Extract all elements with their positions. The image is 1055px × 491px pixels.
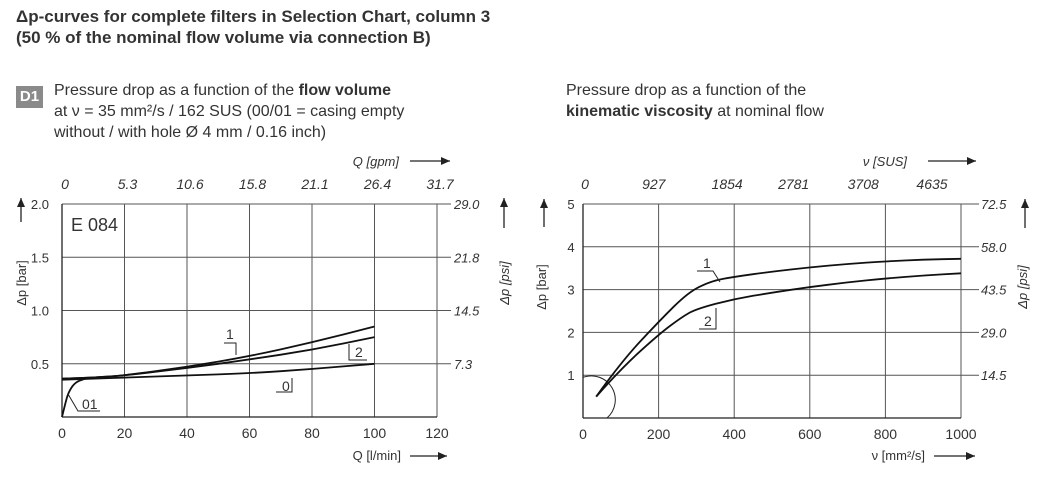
curve-label-leader-2 xyxy=(348,344,367,361)
y2-tick-label: 29.0 xyxy=(980,325,1007,340)
curve-label-leader-1 xyxy=(224,342,237,355)
caption-left-line3: without / with hole Ø 4 mm / 0.16 inch) xyxy=(54,124,327,141)
model-label: E 084 xyxy=(71,215,118,235)
caption-right-line2-bold: kinematic viscosity xyxy=(566,103,713,120)
y2-axis-arrow-head xyxy=(500,198,508,207)
caption-right: Pressure drop as a function of the kinem… xyxy=(566,80,824,122)
x-tick-label: 1000 xyxy=(945,426,976,442)
x2-tick-label: 1854 xyxy=(712,176,743,192)
y-tick-label: 5 xyxy=(567,197,574,212)
y2-tick-label: 14.5 xyxy=(981,368,1007,383)
y-axis-arrow-head xyxy=(17,198,25,207)
x2-tick-label: 0 xyxy=(581,176,589,192)
x2-tick-label: 3708 xyxy=(848,176,879,192)
y-tick-label: 2 xyxy=(567,325,574,340)
x2-tick-label: 927 xyxy=(642,176,667,192)
y-tick-label: 2.0 xyxy=(31,197,49,212)
curve-label-leader-0 xyxy=(276,378,293,393)
x2-tick-label: 10.6 xyxy=(176,176,203,192)
curve-2 xyxy=(61,336,375,380)
x-tick-label: 20 xyxy=(117,425,133,441)
curve-0 xyxy=(61,362,375,381)
x2-axis-arrow-head xyxy=(441,157,450,165)
curve-label-leader-1 xyxy=(697,270,721,283)
caption-left-line1-bold: flow volume xyxy=(298,82,392,99)
x-tick-label: 100 xyxy=(363,425,387,441)
caption-left-line1-pre: Pressure drop as a function of the xyxy=(54,82,299,99)
section-heading: Δp-curves for complete filters in Select… xyxy=(16,6,490,48)
y2-tick-label: 14.5 xyxy=(454,304,480,319)
curve-label-2: 2 xyxy=(355,344,363,360)
x2-tick-label: 15.8 xyxy=(239,176,266,192)
heading-line-2: (50 % of the nominal flow volume via con… xyxy=(16,28,431,47)
x-axis-arrow-head xyxy=(438,452,447,460)
y2-axis-title: Δp [psi] xyxy=(1015,265,1030,310)
y2-tick-label: 72.5 xyxy=(981,197,1007,212)
curve-label-1: 1 xyxy=(226,326,234,342)
curve-2 xyxy=(595,272,962,398)
x-axis-arrow-head xyxy=(966,452,975,460)
x-tick-label: 200 xyxy=(647,426,671,442)
x2-tick-label: 5.3 xyxy=(118,176,138,192)
x2-tick-label: 26.4 xyxy=(363,176,391,192)
x-tick-label: 120 xyxy=(425,425,449,441)
caption-right-line2-post: at nominal flow xyxy=(712,103,824,120)
caption-left: Pressure drop as a function of the flow … xyxy=(54,80,404,143)
y-tick-label: 1 xyxy=(567,368,574,383)
x-tick-label: 0 xyxy=(58,425,66,441)
curve-label-leader-01 xyxy=(67,393,100,412)
x2-tick-label: 21.1 xyxy=(300,176,328,192)
x2-axis-arrow-head xyxy=(967,157,976,165)
x-tick-label: 800 xyxy=(874,426,898,442)
x-tick-label: 80 xyxy=(304,425,320,441)
curve-label-01: 01 xyxy=(82,396,98,412)
caption-left-line2: at ν = 35 mm²/s / 162 SUS (00/01 = casin… xyxy=(54,103,405,120)
y-axis-title: Δp [bar] xyxy=(14,260,29,306)
x-tick-label: 40 xyxy=(179,425,195,441)
model-label-bg xyxy=(64,209,122,236)
curve-label-2: 2 xyxy=(704,313,712,329)
y2-tick-label: 58.0 xyxy=(981,240,1007,255)
x2-tick-label: 0 xyxy=(61,176,69,192)
curve-label-leader-2 xyxy=(699,308,717,330)
curve-label-0: 0 xyxy=(282,378,290,394)
y-tick-label: 3 xyxy=(567,283,574,298)
curve-01 xyxy=(61,376,94,418)
y-tick-label: 1.0 xyxy=(31,304,49,319)
y2-tick-label: 21.8 xyxy=(453,250,480,265)
x2-axis-title: Q [gpm] xyxy=(353,154,400,169)
y2-tick-label: 29.0 xyxy=(453,197,480,212)
y2-tick-label: 43.5 xyxy=(981,283,1007,298)
y-tick-label: 0.5 xyxy=(31,357,49,372)
y2-tick-label: 7.3 xyxy=(454,357,473,372)
figure-badge: D1 xyxy=(16,86,43,108)
y-axis-arrow-head xyxy=(540,199,548,208)
x-tick-label: 600 xyxy=(798,426,822,442)
x-axis-title: ν [mm²/s] xyxy=(872,448,925,463)
y2-axis-title: Δp [psi] xyxy=(497,261,512,306)
x2-tick-label: 4635 xyxy=(916,176,947,192)
x-tick-label: 60 xyxy=(242,425,258,441)
origin-arc xyxy=(582,375,616,419)
x2-axis-title: ν [SUS] xyxy=(863,154,907,169)
curve-1 xyxy=(595,257,962,398)
y-tick-label: 4 xyxy=(567,240,574,255)
x-axis-title: Q [l/min] xyxy=(353,448,401,463)
x-tick-label: 0 xyxy=(579,426,587,442)
curve-label-1: 1 xyxy=(703,255,711,271)
y-axis-title: Δp [bar] xyxy=(534,264,549,310)
y-tick-label: 1.5 xyxy=(31,250,49,265)
x-tick-label: 400 xyxy=(723,426,747,442)
caption-right-line1: Pressure drop as a function of the xyxy=(566,82,807,99)
x2-tick-label: 2781 xyxy=(777,176,809,192)
y2-axis-arrow-head xyxy=(1021,199,1029,208)
x2-tick-label: 31.7 xyxy=(426,176,454,192)
heading-line-1: Δp-curves for complete filters in Select… xyxy=(16,7,491,26)
